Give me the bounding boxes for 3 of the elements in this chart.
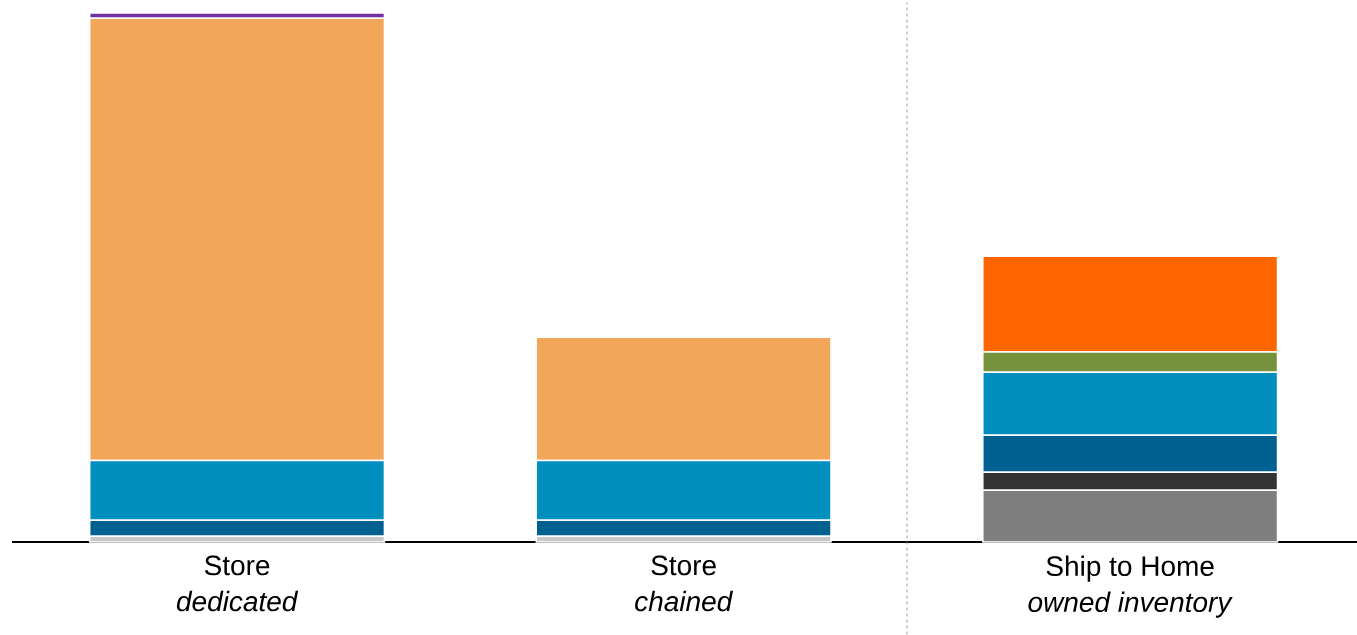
x-tick-label: Ship to Home owned inventory <box>1028 555 1233 618</box>
x-tick-label: Store chained <box>635 555 734 612</box>
x-tick-label: Store dedicated <box>176 555 299 612</box>
